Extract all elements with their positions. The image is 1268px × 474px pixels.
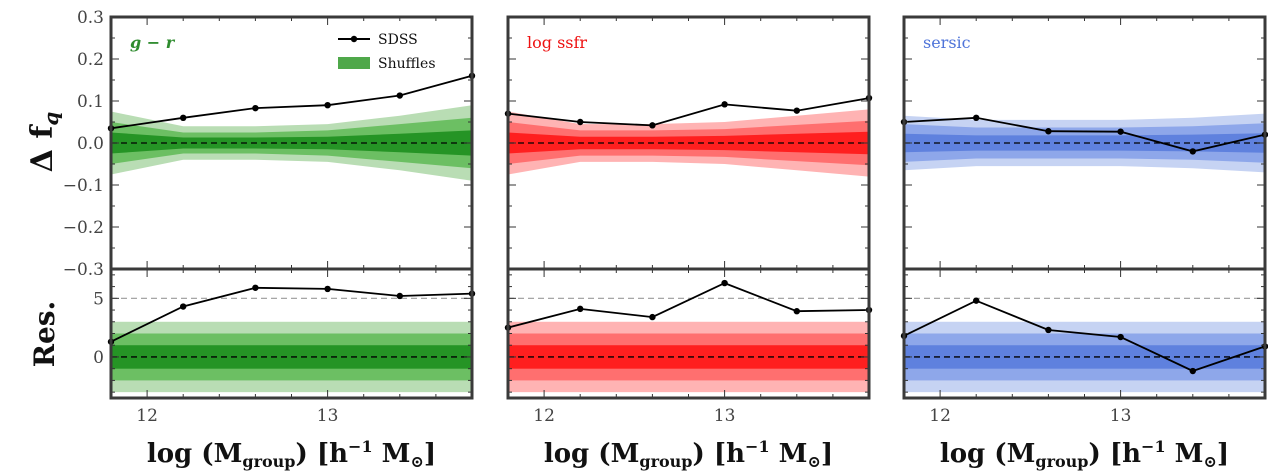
- sdss-point-bottom: [1189, 367, 1197, 375]
- x-tick-label: 13: [317, 406, 339, 426]
- sdss-line-bottom: [903, 299, 1266, 372]
- svg-text:Δ fq: Δ fq: [25, 112, 63, 173]
- x-axis-title: log (Mgroup) [h−1 M⊙]: [147, 437, 436, 471]
- sdss-point-top: [1117, 128, 1124, 135]
- legend: SDSS Shuffles: [338, 32, 436, 72]
- y-tick-label-top: −0.2: [63, 218, 104, 238]
- sdss-point-bottom: [324, 285, 331, 293]
- sdss-point-bottom: [577, 305, 584, 313]
- sdss-point-bottom: [1045, 326, 1052, 334]
- svg-text:Res.: Res.: [28, 301, 61, 368]
- legend-sdss-marker-icon: [350, 35, 358, 43]
- y-tick-label-top: −0.3: [63, 260, 104, 280]
- panel-log-ssfr: 12 13 log ssfr: [504, 15, 873, 426]
- sdss-point-bottom: [252, 284, 259, 291]
- sdss-point-top: [649, 122, 656, 129]
- x-tick-label: 13: [1110, 406, 1132, 426]
- legend-shuffles-swatch-icon: [338, 57, 370, 69]
- sdss-point-bottom: [180, 303, 187, 310]
- sdss-point-top: [577, 118, 584, 126]
- y-tick-label-top: 0.3: [77, 8, 104, 28]
- sdss-point-top: [396, 92, 403, 99]
- sdss-point-bottom: [649, 313, 656, 321]
- ylabel-bottom: Res.: [28, 301, 61, 368]
- y-tick-label-top: 0.1: [77, 92, 104, 112]
- sdss-point-bottom: [973, 297, 980, 304]
- panel-title: g − r: [130, 33, 176, 52]
- frame-bottom: [109, 267, 474, 400]
- sdss-point-bottom: [721, 279, 728, 287]
- x-tick-label: 12: [136, 406, 158, 426]
- sdss-line-top: [507, 97, 870, 127]
- sdss-point-bottom: [793, 308, 800, 315]
- sdss-line-top: [903, 116, 1266, 153]
- sdss-line-bottom: [507, 282, 870, 329]
- sdss-point-bottom: [396, 292, 403, 300]
- panel-sersic: 12 13 sersic: [900, 15, 1268, 426]
- y-tick-label-top: −0.1: [63, 176, 104, 196]
- x-axis-title: log (Mgroup) [h−1 M⊙]: [940, 437, 1229, 471]
- frame-bottom: [902, 267, 1267, 400]
- x-tick-label: 12: [533, 406, 555, 426]
- sdss-point-top: [973, 114, 980, 122]
- x-axis-title: log (Mgroup) [h−1 M⊙]: [544, 437, 833, 471]
- panel-title: sersic: [923, 33, 971, 52]
- x-tick-label: 12: [929, 406, 951, 426]
- panel-title: log ssfr: [527, 33, 587, 52]
- y-tick-label-bottom: 5: [93, 289, 104, 309]
- frame-bottom: [506, 267, 871, 400]
- sdss-line-bottom: [110, 286, 473, 343]
- sdss-point-bottom: [1117, 333, 1124, 341]
- y-tick-label-top: 0.2: [77, 50, 104, 70]
- sdss-point-top: [1189, 148, 1197, 155]
- sdss-point-top: [793, 107, 800, 114]
- sdss-line-top: [110, 74, 473, 130]
- y-tick-label-top: 0.0: [77, 134, 104, 154]
- legend-sdss-label: SDSS: [378, 32, 418, 48]
- sdss-point-top: [1045, 128, 1052, 135]
- x-tick-label: 13: [714, 406, 736, 426]
- legend-shuffles-label: Shuffles: [378, 56, 436, 72]
- panel-g-r: 12 13 0.3 0.2 0.1 0.0 −0.1 −0.2 −0.3 5 0 g − r: [63, 8, 476, 426]
- sdss-point-top: [180, 114, 187, 122]
- sdss-point-top: [721, 101, 728, 108]
- y-tick-label-bottom: 0: [93, 348, 104, 368]
- sdss-point-top: [252, 104, 259, 112]
- sdss-point-top: [324, 102, 331, 109]
- ylabel-top: Δ fq: [25, 112, 63, 173]
